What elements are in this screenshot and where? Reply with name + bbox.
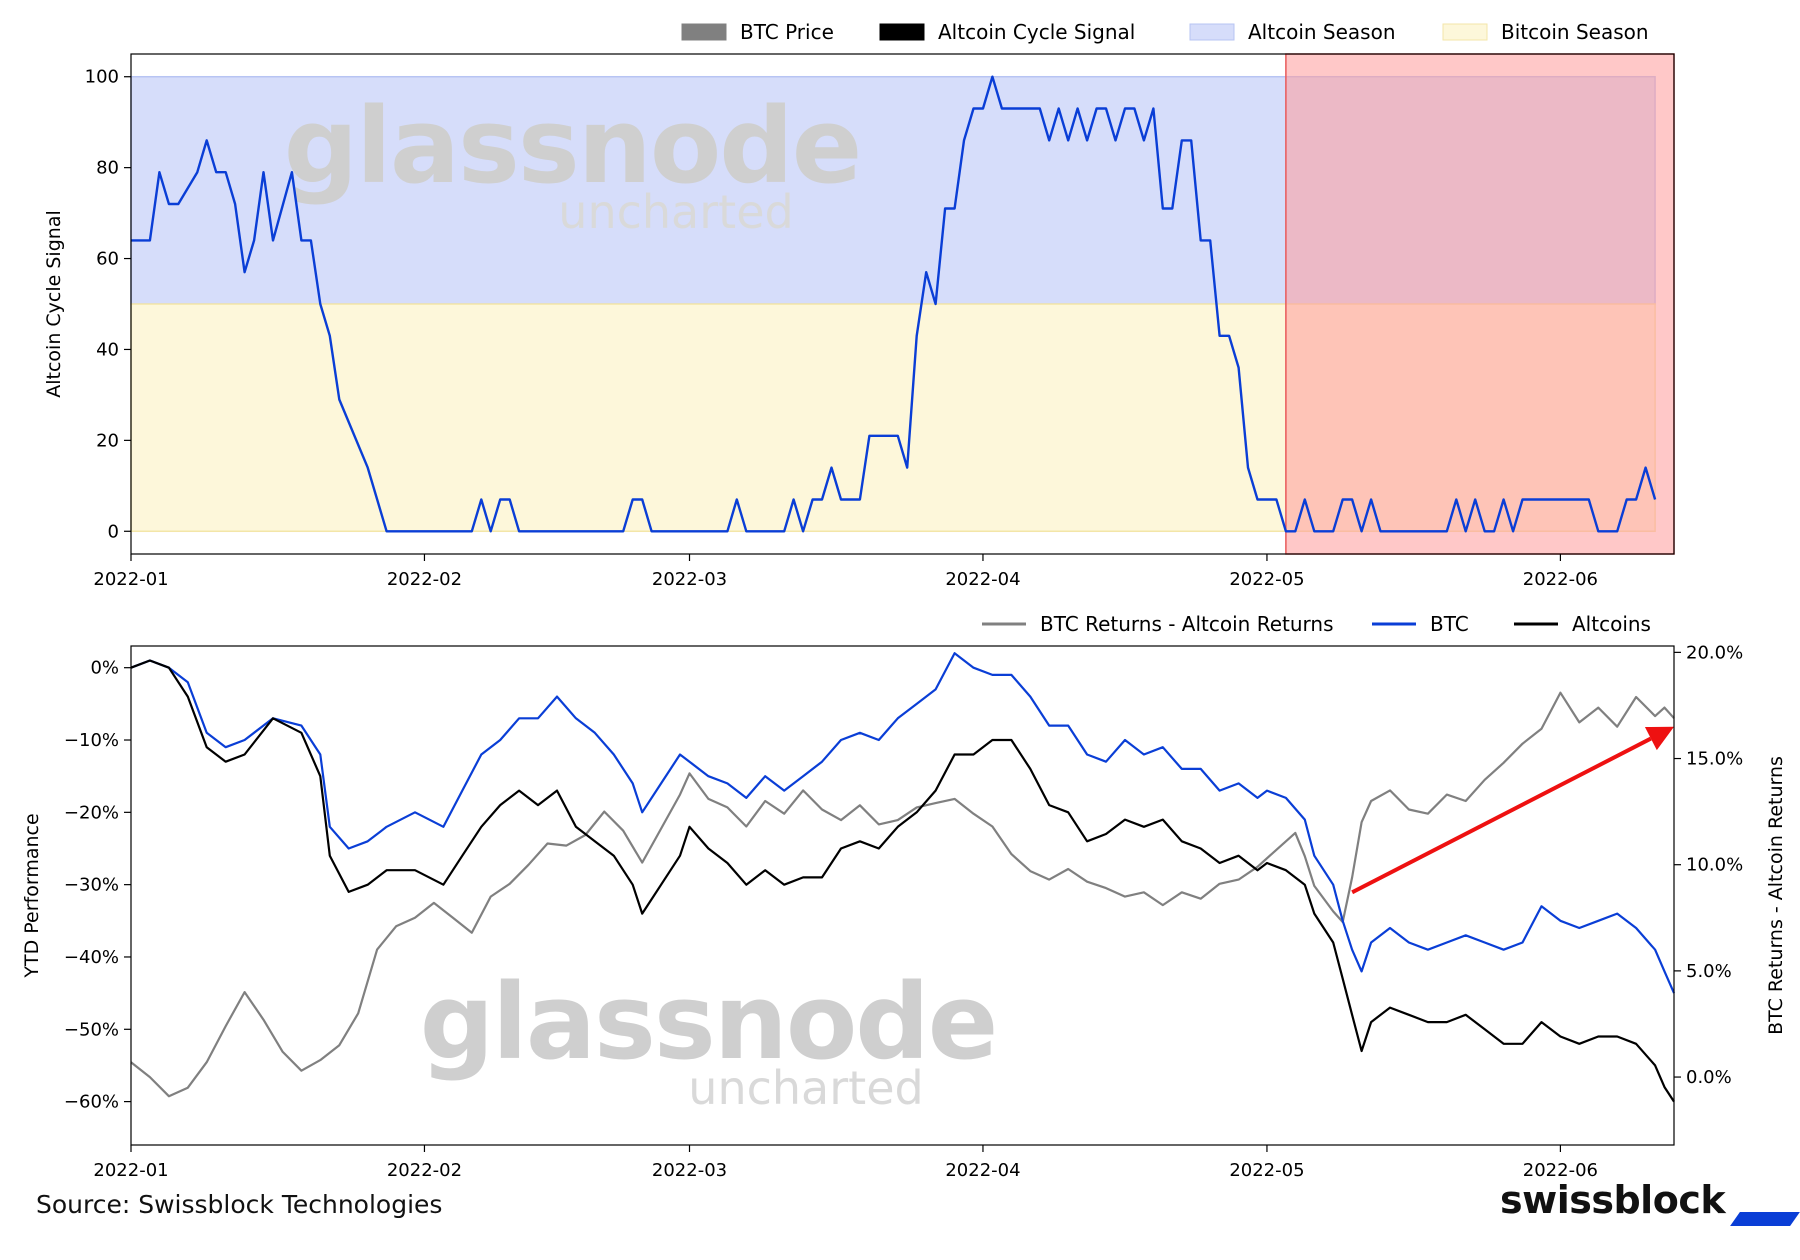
top-legend-label-2: Altcoin Season xyxy=(1248,20,1396,44)
bottom-legend-label-0: BTC Returns - Altcoin Returns xyxy=(1040,612,1334,636)
top-legend-swatch-3 xyxy=(1442,23,1488,41)
top-xtick-label: 2022-01 xyxy=(93,569,168,590)
top-ytick-label: 60 xyxy=(96,249,119,270)
bottom-ytick-left-label: −20% xyxy=(64,802,119,823)
bottom-ytick-left-label: −30% xyxy=(64,875,119,896)
bottom-ytick-left-label: −40% xyxy=(64,947,119,968)
top-xtick-label: 2022-04 xyxy=(945,569,1020,590)
bottom-legend: BTC Returns - Altcoin Returns BTC Altcoins xyxy=(982,612,1651,636)
altcoin-cycle-signal-line xyxy=(131,75,1657,533)
bottom-legend-label-1: BTC xyxy=(1430,612,1469,636)
top-legend-swatch-0 xyxy=(681,23,727,41)
spread-line xyxy=(130,691,1675,1098)
bottom-ylabel-left: YTD Performance xyxy=(21,813,43,978)
swissblock-logo: swissblock xyxy=(1500,1178,1726,1222)
top-legend: BTC Price Altcoin Cycle Signal Altcoin Sea… xyxy=(681,20,1649,44)
watermark-sub: uncharted xyxy=(558,185,793,239)
top-legend-label-0: BTC Price xyxy=(740,20,834,44)
top-ylabel: Altcoin Cycle Signal xyxy=(43,210,65,398)
bottom-axes-frame xyxy=(130,645,1675,1146)
top-ytick-label: 100 xyxy=(85,67,119,88)
bottom-ytick-left-label: −60% xyxy=(64,1092,119,1113)
top-ytick-label: 40 xyxy=(96,339,119,360)
top-xtick-label: 2022-03 xyxy=(652,569,727,590)
bottom-xtick-label: 2022-02 xyxy=(387,1160,462,1181)
top-legend-label-1: Altcoin Cycle Signal xyxy=(938,20,1135,44)
watermark-main: glassnode xyxy=(284,85,861,207)
bottom-legend-label-2: Altcoins xyxy=(1572,612,1651,636)
top-legend-label-3: Bitcoin Season xyxy=(1501,20,1649,44)
bottom-ytick-left-label: −10% xyxy=(64,730,119,751)
top-axes-frame xyxy=(130,53,1675,555)
top-xtick-label: 2022-05 xyxy=(1229,569,1304,590)
top-ytick-label: 20 xyxy=(96,430,119,451)
bottom-ylabel-right: BTC Returns - Altcoin Returns xyxy=(1765,756,1787,1035)
swissblock-logo-mark xyxy=(1730,1212,1800,1226)
highlight-region xyxy=(1285,53,1675,555)
top-ytick-label: 80 xyxy=(96,158,119,179)
btc-line xyxy=(130,652,1676,994)
bottom-xtick-label: 2022-05 xyxy=(1229,1160,1304,1181)
watermark-main-bottom: glassnode xyxy=(420,961,997,1083)
bottom-ytick-right-label: 10.0% xyxy=(1686,855,1743,876)
top-ytick-label: 0 xyxy=(108,521,119,542)
top-legend-swatch-1 xyxy=(879,23,925,41)
bottom-ytick-left-label: 0% xyxy=(90,658,119,679)
watermark-sub-bottom: uncharted xyxy=(688,1061,923,1115)
altcoins-line xyxy=(130,659,1675,1103)
top-legend-swatch-2 xyxy=(1189,23,1235,41)
bottom-ytick-right-label: 15.0% xyxy=(1686,749,1743,770)
bottom-xtick-label: 2022-04 xyxy=(945,1160,1020,1181)
bottom-xtick-label: 2022-06 xyxy=(1523,1160,1598,1181)
trend-arrow-head xyxy=(1644,726,1674,751)
source-caption: Source: Swissblock Technologies xyxy=(36,1190,443,1219)
top-xtick-label: 2022-06 xyxy=(1523,569,1598,590)
bottom-xtick-label: 2022-01 xyxy=(93,1160,168,1181)
bottom-ytick-right-label: 20.0% xyxy=(1686,642,1743,663)
bottom-ytick-right-label: 5.0% xyxy=(1686,961,1732,982)
top-xtick-label: 2022-02 xyxy=(387,569,462,590)
bottom-xtick-label: 2022-03 xyxy=(652,1160,727,1181)
trend-arrow-line xyxy=(1351,736,1652,895)
bottom-ytick-left-label: −50% xyxy=(64,1019,119,1040)
bottom-ytick-right-label: 0.0% xyxy=(1686,1067,1732,1088)
